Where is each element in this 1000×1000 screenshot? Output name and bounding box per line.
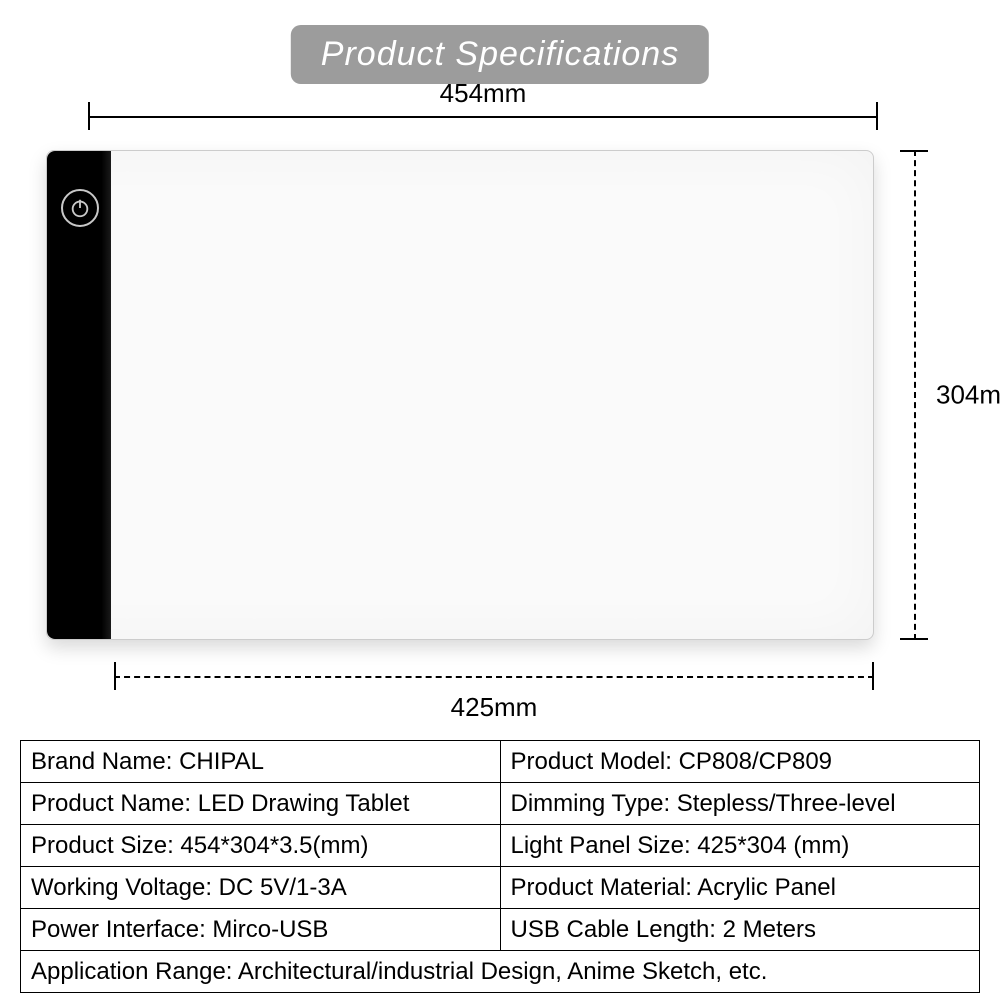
spec-val: CHIPAL [172,748,264,775]
dimension-panel-width: 425mm [114,662,874,692]
dimension-height-label: 304mm [936,380,1000,411]
page-title-badge: Product Specifications [291,25,709,84]
spec-key: Light Panel Size: [511,832,691,859]
spec-val: DC 5V/1-3A [212,874,347,901]
table-row: Product Size: 454*304*3.5(mm) Light Pane… [21,825,980,867]
spec-val: CP808/CP809 [672,748,832,775]
spec-cell: Working Voltage: DC 5V/1-3A [21,867,501,909]
table-row: Application Range: Architectural/industr… [21,951,980,993]
specs-tbody: Brand Name: CHIPAL Product Model: CP808/… [21,741,980,993]
spec-key: Product Model: [511,748,672,775]
spec-val: 425*304 (mm) [691,832,850,859]
dimension-endcap [900,638,928,640]
spec-cell: Light Panel Size: 425*304 (mm) [500,825,980,867]
spec-key: Working Voltage: [31,874,212,901]
table-row: Brand Name: CHIPAL Product Model: CP808/… [21,741,980,783]
spec-cell: Product Name: LED Drawing Tablet [21,783,501,825]
dimension-width: 454mm [88,102,878,132]
spec-cell: Application Range: Architectural/industr… [21,951,980,993]
spec-val: 454*304*3.5(mm) [174,832,369,859]
spec-val: 2 Meters [716,916,816,943]
dimension-endcap [876,102,878,130]
dimension-height: 304mm [900,150,930,640]
table-row: Power Interface: Mirco-USB USB Cable Len… [21,909,980,951]
spec-key: Brand Name: [31,748,172,775]
power-icon [69,197,91,219]
spec-key: Product Material: [511,874,692,901]
power-button [61,189,99,227]
spec-cell: USB Cable Length: 2 Meters [500,909,980,951]
page-title-text: Product Specifications [321,35,679,73]
spec-cell: Product Size: 454*304*3.5(mm) [21,825,501,867]
dimension-line [914,150,916,640]
dimension-endcap [872,662,874,690]
spec-val: Architectural/industrial Design, Anime S… [232,958,767,985]
dimension-line [114,676,874,678]
spec-cell: Brand Name: CHIPAL [21,741,501,783]
spec-val: Acrylic Panel [692,874,836,901]
dimension-width-label: 454mm [440,78,527,109]
spec-cell: Power Interface: Mirco-USB [21,909,501,951]
table-row: Working Voltage: DC 5V/1-3A Product Mate… [21,867,980,909]
specs-table: Brand Name: CHIPAL Product Model: CP808/… [20,740,980,993]
spec-key: Application Range: [31,958,232,985]
spec-cell: Product Material: Acrylic Panel [500,867,980,909]
spec-val: Stepless/Three-level [670,790,895,817]
product-outline [46,150,874,640]
dimension-panel-width-label: 425mm [451,692,538,723]
product-diagram: 454mm 304mm 425mm [0,88,1000,708]
table-row: Product Name: LED Drawing Tablet Dimming… [21,783,980,825]
spec-key: USB Cable Length: [511,916,716,943]
spec-key: Product Name: [31,790,191,817]
spec-cell: Product Model: CP808/CP809 [500,741,980,783]
spec-val: Mirco-USB [206,916,329,943]
dimension-line [88,116,878,118]
spec-cell: Dimming Type: Stepless/Three-level [500,783,980,825]
spec-val: LED Drawing Tablet [191,790,409,817]
spec-key: Product Size: [31,832,174,859]
spec-key: Dimming Type: [511,790,671,817]
spec-key: Power Interface: [31,916,206,943]
